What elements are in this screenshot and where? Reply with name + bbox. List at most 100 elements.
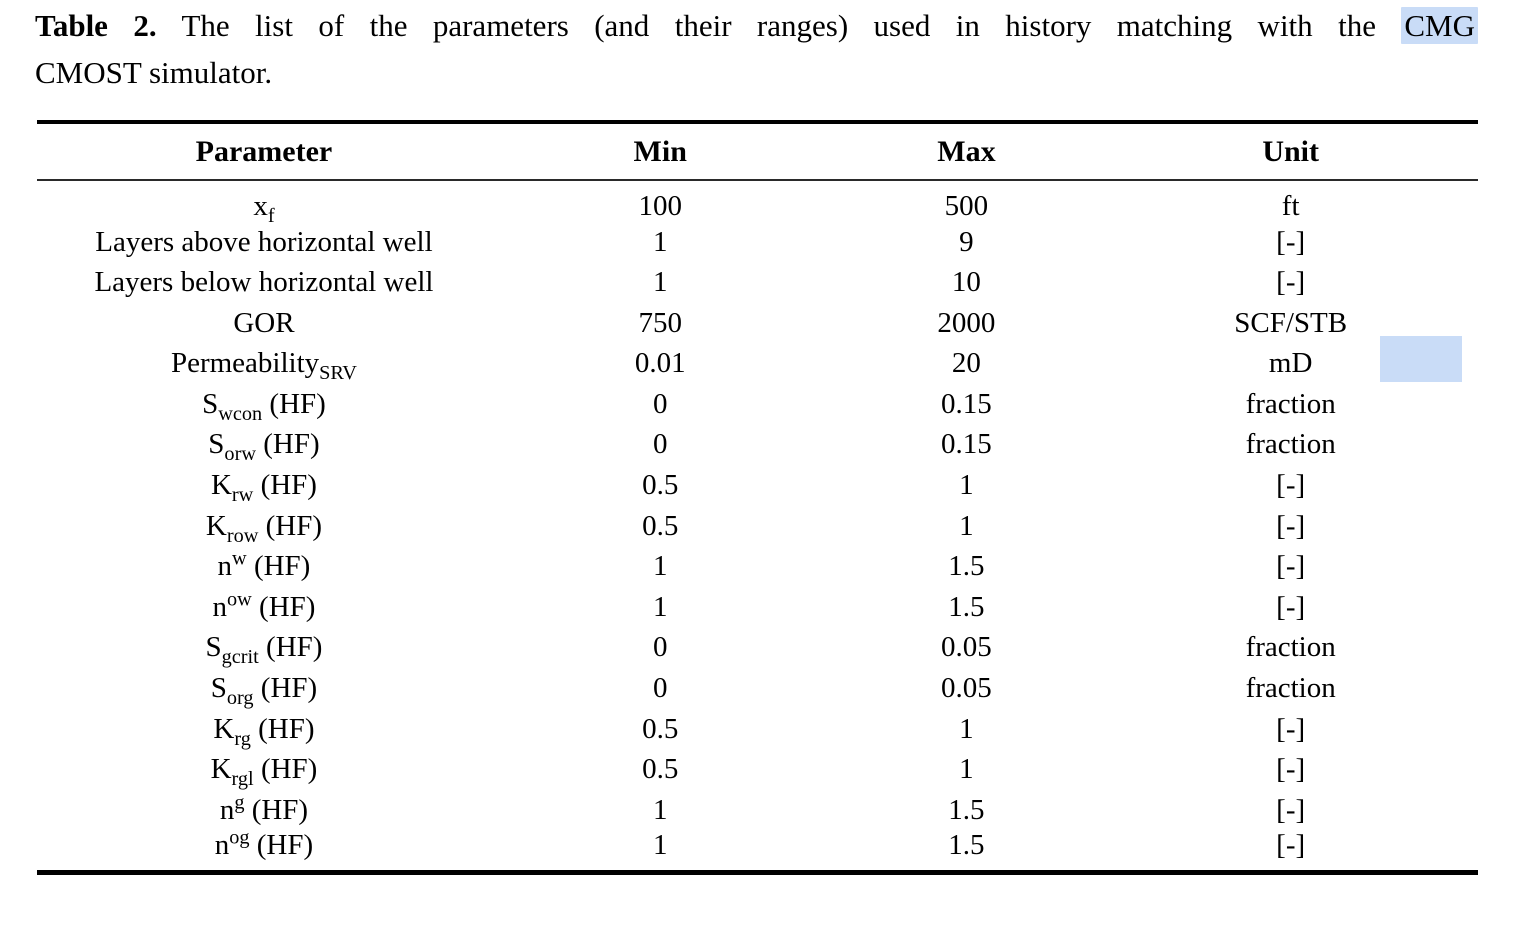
unit-cell: [-] xyxy=(1276,590,1306,623)
parameter-cell: ng (HF) xyxy=(219,791,309,826)
table-row: now (HF) 1 1.5 [-] xyxy=(37,587,1478,628)
min-cell: 1 xyxy=(652,225,668,258)
unit-cell: [-] xyxy=(1276,509,1306,542)
parameters-table-body: xf 100 500 ft Layers above horizontal well 1 9… xyxy=(37,180,1478,872)
parameter-cell: Layers above horizontal well xyxy=(95,225,433,258)
table-row: Sorw (HF) 0 0.15 fraction xyxy=(37,424,1478,465)
table-row: PermeabilitySRV 0.01 20 mD xyxy=(37,343,1478,384)
parameter-cell: nog (HF) xyxy=(214,826,314,862)
max-cell: 500 xyxy=(944,190,989,222)
max-cell: 1 xyxy=(959,469,974,502)
min-cell: 0.01 xyxy=(634,347,686,380)
parameters-table: Parameter Min Max Unit xf 100 500 ft Layers … xyxy=(37,120,1478,875)
max-cell: 1 xyxy=(959,712,974,745)
max-cell: 20 xyxy=(951,347,981,380)
parameter-cell: Krg (HF) xyxy=(213,712,315,750)
parameter-cell: Krgl (HF) xyxy=(210,753,318,791)
unit-cell: [-] xyxy=(1276,753,1306,786)
parameter-cell: PermeabilitySRV xyxy=(170,347,357,385)
max-cell: 1.5 xyxy=(948,829,985,862)
parameter-cell: now (HF) xyxy=(212,588,316,623)
unit-cell: [-] xyxy=(1276,225,1306,258)
table-caption: Table 2. The list of the parameters (and… xyxy=(35,2,1478,96)
parameter-cell: Krow (HF) xyxy=(205,509,323,547)
caption-label: Table 2. xyxy=(35,8,157,43)
unit-cell: SCF/STB xyxy=(1234,306,1348,339)
table-row: xf 100 500 ft xyxy=(37,180,1478,227)
min-cell: 750 xyxy=(638,306,682,339)
unit-cell: [-] xyxy=(1276,266,1306,299)
min-cell: 0 xyxy=(652,672,668,705)
max-cell: 9 xyxy=(959,225,974,258)
min-cell: 0.5 xyxy=(642,712,679,745)
caption-line-1: Table 2. The list of the parameters (and… xyxy=(35,2,1478,49)
table-row: Krow (HF) 0.5 1 [-] xyxy=(37,506,1478,547)
min-cell: 0.5 xyxy=(642,753,679,786)
parameter-cell: xf xyxy=(253,190,275,227)
min-cell: 1 xyxy=(652,590,668,623)
header-max: Max xyxy=(829,122,1104,181)
max-cell: 1.5 xyxy=(948,793,985,826)
unit-cell: ft xyxy=(1281,190,1300,222)
unit-cell: fraction xyxy=(1245,428,1336,461)
caption-body: The list of the parameters (and their ra… xyxy=(181,8,1376,43)
unit-cell: [-] xyxy=(1276,712,1306,745)
unit-cell: fraction xyxy=(1245,672,1336,705)
min-cell: 1 xyxy=(652,550,668,583)
max-cell: 1 xyxy=(959,753,974,786)
unit-cell: [-] xyxy=(1276,829,1306,862)
min-cell: 100 xyxy=(638,190,682,222)
parameter-cell: nw (HF) xyxy=(217,547,311,583)
table-row: nw (HF) 1 1.5 [-] xyxy=(37,546,1478,587)
max-cell: 1.5 xyxy=(948,550,985,583)
min-cell: 0 xyxy=(652,387,668,420)
min-cell: 0 xyxy=(652,428,668,461)
parameter-cell: Sorw (HF) xyxy=(208,428,320,466)
header-row: Parameter Min Max Unit xyxy=(37,122,1478,181)
parameter-cell: Sgcrit (HF) xyxy=(205,631,323,669)
unit-cell: mD xyxy=(1268,347,1313,380)
table-row: Krgl (HF) 0.5 1 [-] xyxy=(37,749,1478,790)
max-cell: 2000 xyxy=(937,306,996,339)
max-cell: 1 xyxy=(959,509,974,542)
max-cell: 0.15 xyxy=(941,428,992,461)
max-cell: 1.5 xyxy=(948,590,985,623)
header-min: Min xyxy=(490,122,830,181)
table-row: ng (HF) 1 1.5 [-] xyxy=(37,790,1478,831)
table-row: Layers above horizontal well 1 9 [-] xyxy=(37,221,1478,262)
link-annotation-box[interactable] xyxy=(1380,336,1462,382)
parameter-cell: Krw (HF) xyxy=(210,469,317,506)
min-cell: 1 xyxy=(652,793,668,826)
parameter-cell: GOR xyxy=(233,306,295,339)
max-cell: 0.15 xyxy=(941,387,992,420)
parameter-cell: Layers below horizontal well xyxy=(94,266,434,299)
max-cell: 0.05 xyxy=(941,631,992,664)
caption-line-2: CMOST simulator. xyxy=(35,55,273,90)
max-cell: 0.05 xyxy=(941,672,992,705)
table-row: nog (HF) 1 1.5 [-] xyxy=(37,826,1478,872)
unit-cell: fraction xyxy=(1245,387,1336,420)
table-row: Krg (HF) 0.5 1 [-] xyxy=(37,709,1478,750)
table-row: Swcon (HF) 0 0.15 fraction xyxy=(37,384,1478,425)
unit-cell: [-] xyxy=(1276,550,1306,583)
parameter-cell: Sorg (HF) xyxy=(210,672,318,709)
min-cell: 0.5 xyxy=(642,509,679,542)
header-unit: Unit xyxy=(1103,122,1478,181)
header-parameter: Parameter xyxy=(37,122,491,181)
table-row: Krw (HF) 0.5 1 [-] xyxy=(37,465,1478,506)
min-cell: 0 xyxy=(652,631,668,664)
table-header: Parameter Min Max Unit xyxy=(37,122,1478,181)
unit-cell: [-] xyxy=(1276,793,1306,826)
table-row: GOR 750 2000 SCF/STB xyxy=(37,303,1478,344)
cmg-link-highlight[interactable]: CMG xyxy=(1401,7,1478,44)
table-row: Layers below horizontal well 1 10 [-] xyxy=(37,262,1478,303)
min-cell: 1 xyxy=(652,829,668,862)
table-row: Sgcrit (HF) 0 0.05 fraction xyxy=(37,627,1478,668)
min-cell: 0.5 xyxy=(642,469,679,502)
min-cell: 1 xyxy=(652,266,668,299)
table-row: Sorg (HF) 0 0.05 fraction xyxy=(37,668,1478,709)
unit-cell: [-] xyxy=(1276,469,1306,502)
unit-cell: fraction xyxy=(1245,631,1336,664)
parameter-cell: Swcon (HF) xyxy=(202,387,326,425)
